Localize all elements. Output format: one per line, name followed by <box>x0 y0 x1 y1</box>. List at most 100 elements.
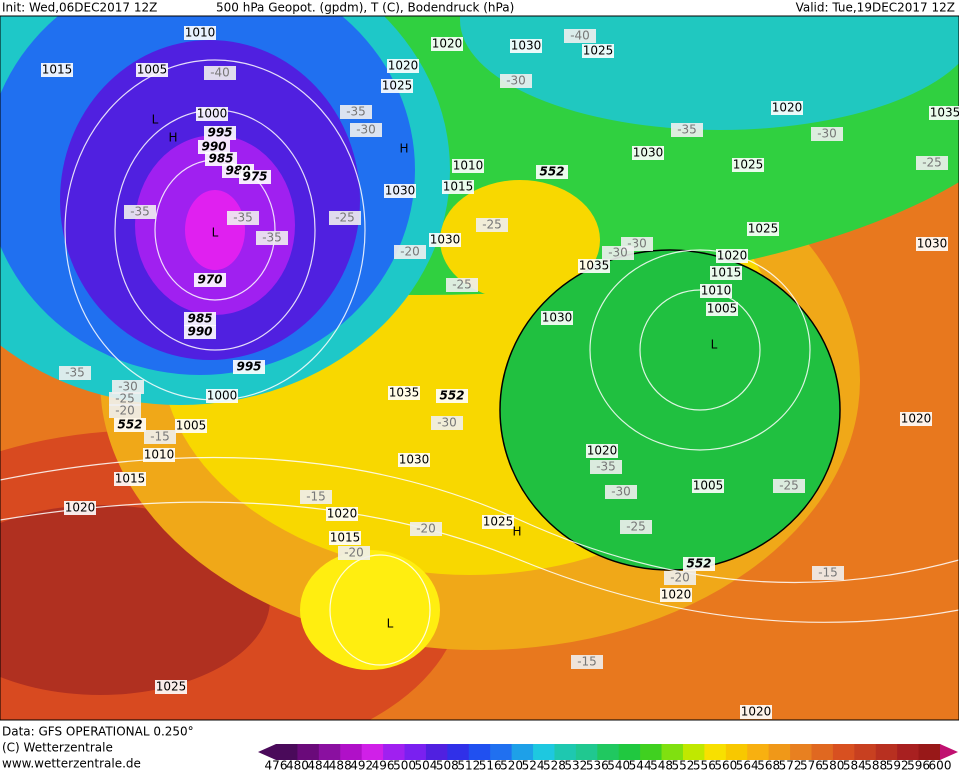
isoline-label: 1020 <box>741 705 772 719</box>
label-box <box>329 211 361 225</box>
label-box <box>431 37 463 51</box>
isoline-label: -25 <box>452 278 472 292</box>
colorbar-segment <box>490 744 513 760</box>
colorbar-tick-label: 580 <box>821 759 844 770</box>
isoline-label: -25 <box>115 392 135 406</box>
isoline-label: -20 <box>115 404 135 418</box>
isoline-label: 985 <box>208 152 233 166</box>
label-box <box>632 146 664 160</box>
label-box <box>692 479 724 493</box>
colorbar-segment <box>704 744 727 760</box>
label-box <box>536 165 568 179</box>
colorbar-tick-label: 552 <box>672 759 695 770</box>
isoline-label: 1030 <box>542 311 573 325</box>
label-box <box>384 184 416 198</box>
copyright: (C) Wetterzentrale <box>2 741 113 755</box>
label-box <box>602 246 634 260</box>
isoline-label: 1015 <box>711 266 742 280</box>
isoline-label: 1005 <box>137 63 168 77</box>
label-box <box>300 490 332 504</box>
colorbar-tick-label: 532 <box>564 759 587 770</box>
label-box <box>747 222 779 236</box>
label-box <box>194 273 226 287</box>
colorbar-segment <box>790 744 812 760</box>
colorbar-tick-label: 576 <box>800 759 823 770</box>
colorbar-tick-label: 540 <box>607 759 630 770</box>
label-box <box>590 460 622 474</box>
isoline-label: -15 <box>150 430 170 444</box>
label-box <box>184 312 216 326</box>
colorbar-tick-label: 592 <box>886 759 909 770</box>
colorbar-segment <box>361 744 384 760</box>
label-box <box>227 211 259 225</box>
colorbar-tick-label: 512 <box>457 759 480 770</box>
label-box <box>338 546 370 560</box>
isoline-label: 1010 <box>185 26 216 40</box>
title: 500 hPa Geopot. (gpdm), T (C), Bodendruc… <box>216 1 514 15</box>
isoline-label: -15 <box>306 490 326 504</box>
colorbar-segment <box>404 744 427 760</box>
colorbar-tick-label: 508 <box>436 759 459 770</box>
colorbar-tick-label: 500 <box>393 759 416 770</box>
colorbar-tick-label: 476 <box>265 759 288 770</box>
label-box <box>476 218 508 232</box>
url: www.wetterzentrale.de <box>2 757 141 770</box>
label-box <box>206 389 238 403</box>
colorbar-tick-label: 572 <box>779 759 802 770</box>
isoline-label: -30 <box>506 74 526 88</box>
colorbar-segment <box>661 744 684 760</box>
isoline-label: 1025 <box>748 222 779 236</box>
colorbar-segment <box>811 744 834 760</box>
label-box <box>671 123 703 137</box>
label-box <box>184 325 216 339</box>
label-box <box>582 44 614 58</box>
isoline-label: -40 <box>570 29 590 43</box>
colorbar-tick-label: 520 <box>500 759 523 770</box>
colorbar-segment <box>682 744 705 760</box>
label-box <box>664 571 696 585</box>
isoline-label: 1015 <box>42 63 73 77</box>
isoline-label: -25 <box>626 520 646 534</box>
isoline-label: -35 <box>262 231 282 245</box>
isoline-label: 1030 <box>430 233 461 247</box>
label-box <box>442 180 474 194</box>
colorbar-tick-label: 564 <box>736 759 759 770</box>
pressure-center: L <box>711 338 718 352</box>
label-box <box>916 156 948 170</box>
pressure-center: H <box>399 142 408 156</box>
pressure-center: L <box>212 226 219 240</box>
colorbar-segment <box>340 744 363 760</box>
isoline-label: 1010 <box>144 448 175 462</box>
isoline-label: 1015 <box>115 472 146 486</box>
isoline-label: 1000 <box>197 107 228 121</box>
label-box <box>256 231 288 245</box>
label-box <box>716 249 748 263</box>
isoline-label: -30 <box>817 127 837 141</box>
label-box <box>329 531 361 545</box>
isoline-label: 1000 <box>207 389 238 403</box>
colorbar-segment <box>768 744 791 760</box>
isoline-label: 552 <box>686 557 711 571</box>
label-box <box>564 29 596 43</box>
label-box <box>916 237 948 251</box>
colorbar-tick-label: 536 <box>586 759 609 770</box>
colorbar-arrow <box>258 744 276 760</box>
label-box <box>773 479 805 493</box>
label-box <box>431 416 463 430</box>
isoline-label: -20 <box>670 571 690 585</box>
colorbar-tick-label: 584 <box>843 759 866 770</box>
isoline-label: 1015 <box>443 180 474 194</box>
colorbar-segment <box>425 744 448 760</box>
colorbar-tick-label: 492 <box>350 759 373 770</box>
label-box <box>706 302 738 316</box>
label-box <box>683 557 715 571</box>
label-box <box>436 389 468 403</box>
isoline-label: 552 <box>439 389 464 403</box>
label-box <box>196 107 228 121</box>
label-box <box>732 158 764 172</box>
label-box <box>184 26 216 40</box>
isoline-label: 985 <box>187 312 212 326</box>
label-box <box>929 106 959 120</box>
isoline-label: -30 <box>608 246 628 260</box>
